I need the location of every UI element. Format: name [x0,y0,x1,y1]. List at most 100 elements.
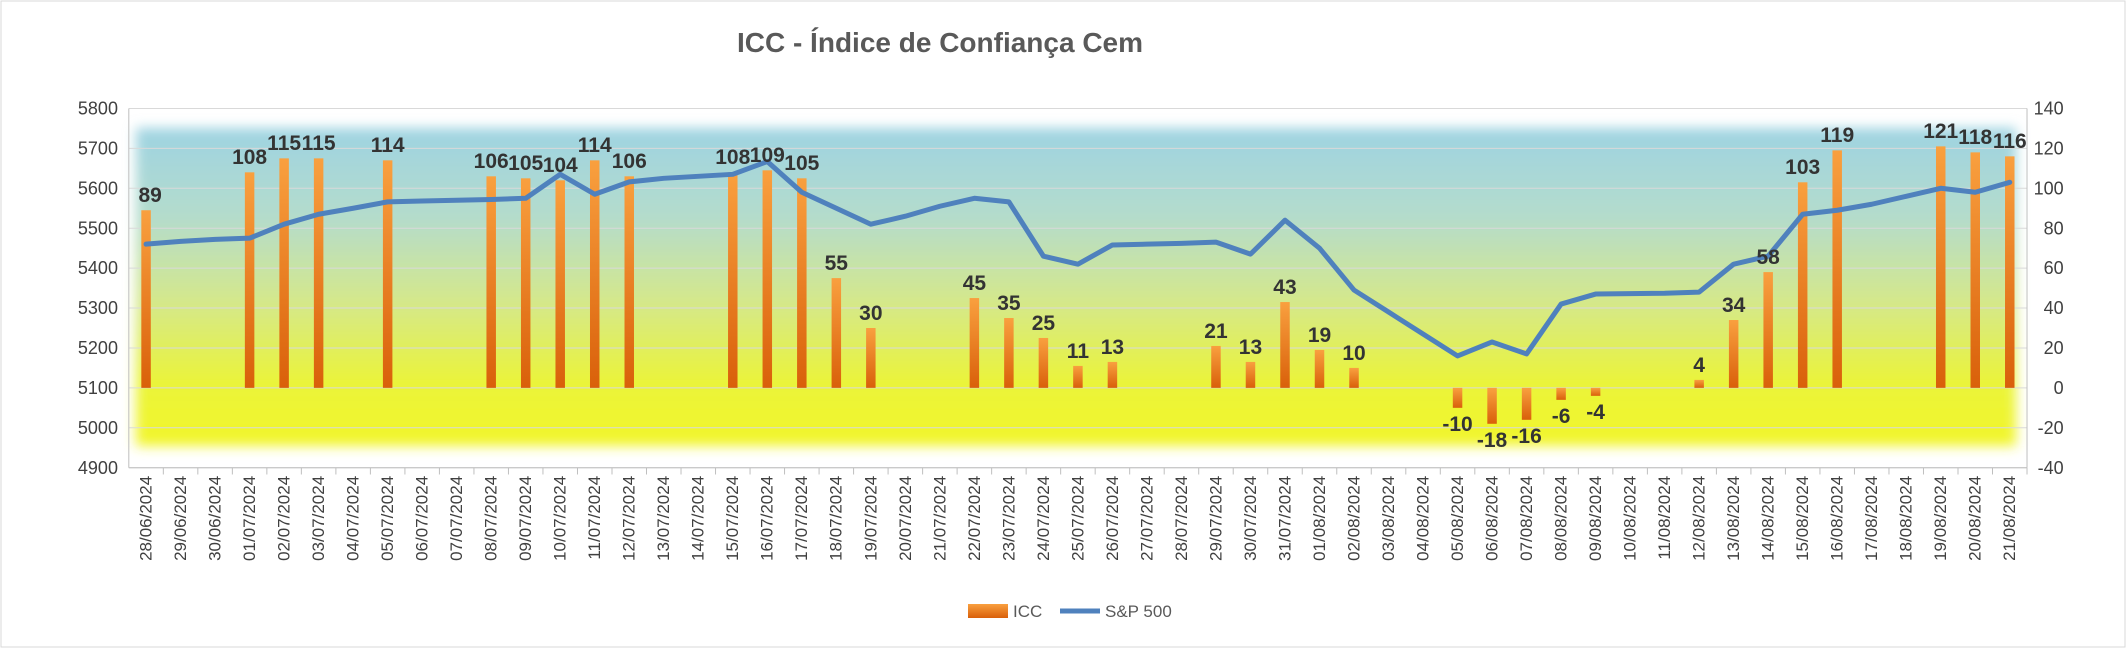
left-tick-label: 5500 [78,218,118,238]
icc-data-label: 55 [825,252,849,275]
x-tick-label: 10/08/2024 [1621,476,1640,561]
x-tick-label: 12/07/2024 [620,476,639,561]
x-tick-label: 01/08/2024 [1310,476,1329,561]
left-tick-label: 5300 [78,298,118,318]
x-tick-label: 04/07/2024 [344,476,363,561]
x-tick-label: 27/07/2024 [1137,476,1156,561]
x-tick-label: 09/07/2024 [516,476,535,561]
icc-bar [2005,156,2015,388]
x-tick-label: 02/07/2024 [275,476,294,561]
icc-data-label: 104 [543,154,578,177]
right-tick-label: 20 [2044,338,2064,358]
x-tick-label: 17/07/2024 [792,476,811,561]
icc-data-label: 43 [1273,276,1296,299]
icc-data-label: 4 [1693,354,1705,377]
sp500-line [143,159,2013,359]
icc-data-label: 118 [1958,126,1992,149]
icc-data-label: 10 [1342,342,1365,365]
right-tick-label: 100 [2034,178,2064,198]
icc-bar [1832,150,1842,388]
x-tick-label: 11/07/2024 [585,476,604,560]
icc-data-label: -10 [1442,413,1472,436]
x-tick-label: 19/07/2024 [861,476,880,561]
left-tick-label: 5000 [78,418,118,438]
right-tick-label: 40 [2044,298,2064,318]
legend: ICC S&P 500 [968,602,1172,621]
x-tick-label: 13/08/2024 [1724,476,1743,561]
icc-bar [624,176,634,388]
x-tick-label: 06/08/2024 [1482,476,1501,561]
icc-data-label: 35 [997,292,1021,315]
x-tick-label: 16/08/2024 [1828,476,1847,561]
x-tick-label: 05/07/2024 [378,476,397,561]
x-tick-label: 03/07/2024 [309,476,328,561]
left-tick-label: 5700 [78,138,118,158]
icc-bar [831,278,842,388]
x-axis: 28/06/2024 29/06/2024 30/06/2024 01/07/2024… [128,467,2028,561]
x-tick-label: 28/06/2024 [136,476,155,561]
icc-bar [1556,387,1566,400]
legend-swatch-icc [968,604,1008,618]
icc-bar [1004,318,1014,388]
x-tick-label: 26/07/2024 [1103,476,1122,561]
icc-bar [1349,367,1359,388]
icc-data-label: 13 [1239,336,1262,359]
icc-bar [1728,320,1739,388]
x-tick-label: 28/07/2024 [1172,476,1191,561]
icc-bar [141,210,151,388]
icc-data-label: 105 [508,152,543,175]
icc-data-label: -4 [1586,401,1605,424]
icc-bar [520,178,531,388]
x-tick-label: 15/08/2024 [1793,476,1812,561]
icc-bar [1107,361,1118,388]
left-tick-label: 5100 [78,378,118,398]
icc-data-label: 34 [1722,294,1746,317]
icc-bar [589,160,600,388]
x-tick-label: 07/07/2024 [447,476,466,561]
icc-data-label: 106 [474,150,509,173]
x-tick-label: 05/08/2024 [1448,476,1467,561]
icc-data-label: 103 [1785,156,1820,179]
plot-background-gradient [136,128,2016,446]
x-tick-label: 16/07/2024 [758,476,777,561]
icc-bar [969,298,980,388]
x-tick-label: 08/07/2024 [482,476,501,561]
icc-data-label: 105 [784,152,819,175]
icc-data-label: 116 [1993,130,2027,153]
right-tick-label: 140 [2034,99,2064,119]
x-tick-label: 18/08/2024 [1897,476,1916,561]
x-tick-label: 10/07/2024 [551,476,570,561]
x-tick-label: 21/07/2024 [930,476,949,561]
icc-data-label: 109 [750,144,785,167]
icc-data-label: 121 [1923,120,1958,143]
left-tick-label: 5200 [78,338,118,358]
icc-bar [1211,345,1221,388]
icc-data-label: 21 [1204,320,1228,343]
x-tick-label: 11/08/2024 [1655,476,1674,560]
x-tick-label: 23/07/2024 [999,476,1018,561]
sp500-line-series [143,159,2013,359]
x-tick-label: 15/07/2024 [723,476,742,561]
x-tick-label: 19/08/2024 [1931,476,1950,561]
right-tick-label: 80 [2044,218,2064,238]
x-tick-label: 09/08/2024 [1586,476,1605,561]
icc-data-label: 30 [859,302,882,325]
icc-bar [1073,365,1083,388]
x-tick-label: 12/08/2024 [1690,476,1709,561]
icc-bar [1935,146,1946,388]
icc-bar [1245,361,1256,388]
icc-data-label: 114 [371,134,405,157]
icc-bar [486,176,496,388]
icc-bar [1970,152,1980,388]
icc-data-label: 119 [1820,124,1854,147]
icc-data-label: 89 [138,184,161,207]
x-tick-label: 29/07/2024 [1206,476,1225,561]
icc-bar [762,170,773,388]
legend-label-icc: ICC [1013,602,1042,621]
icc-data-label: 108 [715,146,750,169]
icc-data-label: 106 [612,150,647,173]
left-tick-label: 5800 [78,99,118,119]
x-tick-label: 02/08/2024 [1344,476,1363,561]
icc-data-label: -6 [1552,405,1571,428]
